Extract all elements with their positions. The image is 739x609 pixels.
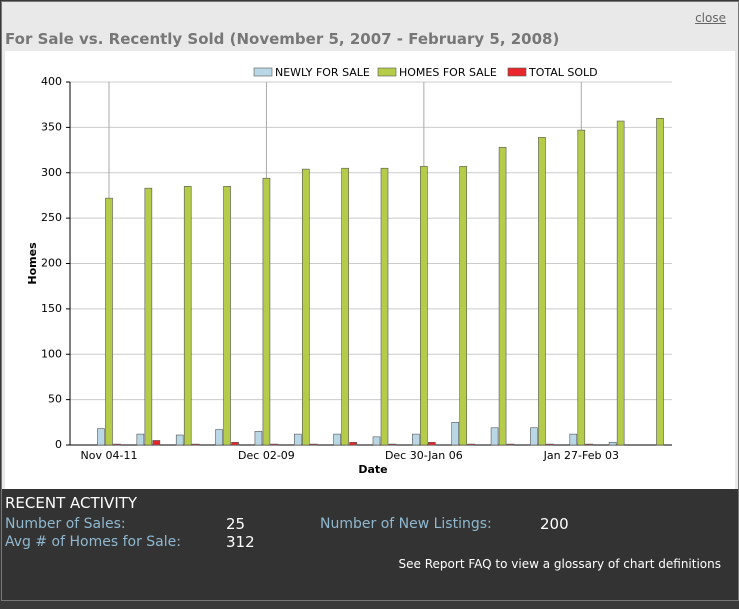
stat-label: Number of Sales: (5, 516, 126, 532)
y-tick-label: 200 (41, 257, 62, 270)
bar (293, 433, 302, 446)
bar (270, 443, 279, 446)
bar (428, 441, 436, 446)
bar (546, 443, 554, 446)
bar (459, 166, 468, 446)
bar (498, 147, 507, 446)
legend-label: HOMES FOR SALE (399, 66, 497, 79)
bar (223, 186, 231, 446)
stat-value: 200 (540, 515, 569, 533)
bar (144, 187, 153, 446)
legend-label: NEWLY FOR SALE (275, 66, 370, 79)
bar (380, 167, 389, 446)
activity-heading: RECENT ACTIVITY (5, 494, 138, 512)
bar (152, 440, 161, 446)
bar (412, 433, 420, 446)
legend-label: TOTAL SOLD (528, 66, 598, 79)
x-tick-label: Nov 04-11 (81, 449, 138, 462)
bar (538, 137, 546, 446)
close-link[interactable]: close (695, 11, 726, 25)
bar (262, 177, 271, 446)
bar (372, 436, 381, 446)
y-tick-label: 350 (41, 120, 62, 133)
bar (530, 427, 538, 446)
bar (420, 166, 428, 446)
legend-swatch (253, 67, 273, 77)
y-tick-label: 150 (41, 302, 62, 315)
bar (333, 433, 341, 446)
bar (490, 427, 499, 446)
legend-swatch (377, 67, 397, 77)
y-tick-label: 0 (55, 438, 62, 451)
bar (215, 429, 223, 446)
bar (577, 129, 586, 446)
bar (309, 443, 318, 446)
y-tick-label: 50 (48, 393, 62, 406)
bar (113, 443, 121, 446)
stat-value: 312 (226, 533, 255, 551)
y-axis-label: Homes (26, 242, 39, 285)
x-axis-label: Date (358, 463, 387, 476)
bar (451, 422, 460, 446)
y-tick-label: 400 (41, 75, 62, 88)
x-tick-label: Jan 27-Feb 03 (543, 449, 619, 462)
bar (585, 443, 594, 446)
stat-label: Number of New Listings: (320, 516, 492, 532)
bar (349, 441, 357, 446)
bar (97, 428, 105, 446)
stat-label: Avg # of Homes for Sale: (5, 534, 181, 550)
y-tick-label: 250 (41, 211, 62, 224)
bar (254, 431, 263, 446)
activity-panel: RECENT ACTIVITY Number of Sales: 25 Numb… (2, 489, 738, 600)
bar (608, 441, 617, 446)
bar (341, 167, 349, 446)
bar (191, 443, 200, 446)
bar (105, 197, 113, 446)
bar (136, 433, 145, 446)
bar (467, 443, 476, 446)
y-tick-label: 100 (41, 347, 62, 360)
chart-area: 0 50 100 150 200 250 300 350 400 Homes Date Nov 04-… (5, 51, 735, 489)
chart: 0 50 100 150 200 250 300 350 400 Homes Date Nov 04-… (26, 66, 672, 476)
stat-value: 25 (226, 515, 246, 533)
bar (183, 186, 192, 446)
legend-swatch (507, 67, 527, 77)
bar (301, 168, 310, 446)
faq-note: See Report FAQ to view a glossary of cha… (398, 557, 721, 571)
bar (656, 118, 664, 446)
bar (231, 441, 239, 446)
bar (388, 443, 397, 446)
x-tick-label: Dec 02-09 (238, 449, 295, 462)
y-tick-label: 300 (41, 166, 62, 179)
bar (506, 443, 515, 446)
bar (616, 120, 625, 446)
bar (569, 433, 578, 446)
bar (175, 434, 184, 446)
chart-title: For Sale vs. Recently Sold (November 5, … (5, 30, 560, 48)
x-tick-label: Dec 30-Jan 06 (385, 449, 463, 462)
